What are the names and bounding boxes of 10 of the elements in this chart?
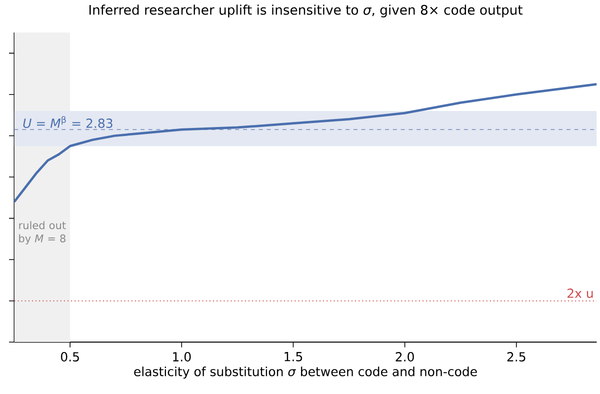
chart-title: Inferred researcher uplift is insensitive to σ, given 8× code output	[89, 4, 523, 18]
x-tick-label: 1.5	[284, 352, 302, 362]
band-label: ruled out by M = 8	[19, 220, 66, 244]
x-tick-label: 0.5	[60, 352, 79, 362]
x-axis-title: elasticity of substitution σ between code and non-code	[134, 366, 477, 378]
x-tick-label: 2.0	[396, 352, 414, 362]
ref-line-label: 2x u	[568, 288, 593, 298]
x-tick-label: 2.5	[507, 352, 526, 362]
ref-line-label: U = M$^{β}$ = 2.83	[23, 116, 112, 128]
x-tick-label: 1.0	[173, 352, 191, 362]
